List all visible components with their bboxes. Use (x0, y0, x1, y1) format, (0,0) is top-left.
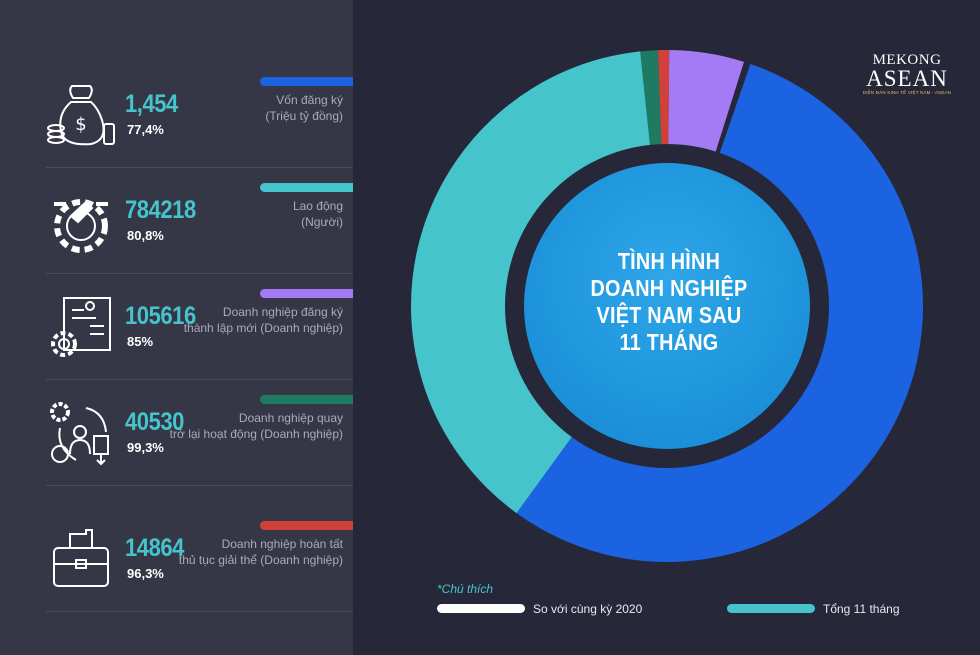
legend-title: *Chú thích (437, 582, 494, 596)
row-divider (46, 485, 353, 486)
logo-tagline: DIỄN ĐÀN KINH TẾ VIỆT NAM - ASEAN (862, 90, 952, 95)
stat-percent: 96,3% (127, 566, 164, 581)
gear-chart-icon (51, 297, 111, 357)
stat-row-new-enterprises: 105616 85% Doanh nghiệp đăng ký thành lậ… (0, 274, 353, 380)
stat-value: 784218 (125, 196, 196, 224)
chart-title-line: 11 THÁNG (619, 329, 719, 355)
stat-label-line: trở lại hoạt động (Doanh nghiệp) (169, 427, 343, 441)
svg-text:$: $ (75, 114, 86, 135)
stat-value: 14864 (125, 534, 184, 562)
stat-label-line: thủ tục giải thể (Doanh nghiệp) (178, 553, 343, 567)
stat-color-bar (260, 289, 353, 298)
stat-label: Doanh nghiệp hoàn tất thủ tục giải thể (… (153, 536, 343, 568)
stat-percent: 77,4% (127, 122, 164, 137)
stat-value: 105616 (125, 302, 196, 330)
chart-title: TÌNH HÌNH DOANH NGHIỆP VIỆT NAM SAU 11 T… (582, 248, 756, 356)
money-bag-icon: $ (47, 85, 115, 146)
stat-percent: 99,3% (127, 440, 164, 455)
legend-swatch (437, 604, 525, 613)
stat-label-line: Lao động (292, 199, 343, 213)
stat-label-line: Doanh nghiệp đăng ký (222, 305, 343, 319)
chart-title-line: DOANH NGHIỆP (590, 275, 748, 301)
stat-row-labor: 784218 80,8% Lao động (Người) (0, 168, 353, 274)
row-divider (46, 379, 353, 380)
row-divider (46, 273, 353, 274)
brand-logo: MEKONG ASEAN DIỄN ĐÀN KINH TẾ VIỆT NAM -… (862, 52, 952, 95)
logo-line-1: MEKONG (872, 52, 942, 68)
stat-label-line: Vốn đăng ký (276, 93, 343, 107)
worker-gear-icon (54, 199, 108, 253)
stat-row-returning-enterprises: 40530 99,3% Doanh nghiệp quay trở lại ho… (0, 380, 353, 486)
pie-chart-svg (411, 50, 923, 562)
stat-label: Doanh nghiệp quay trở lại hoạt động (Doa… (153, 410, 343, 442)
donut-center (524, 163, 810, 449)
legend-label: So với cùng kỳ 2020 (533, 602, 643, 616)
stat-label-line: Doanh nghiệp hoàn tất (221, 537, 343, 551)
stat-row-dissolved-enterprises: 14864 96,3% Doanh nghiệp hoàn tất thủ tụ… (0, 506, 353, 612)
pie-chart: TÌNH HÌNH DOANH NGHIỆP VIỆT NAM SAU 11 T… (353, 0, 980, 580)
briefcase-icon (53, 529, 109, 587)
stat-row-registered-capital: $ 1,454 77,4% Vốn đăng ký (Triệu tỷ đồng… (0, 62, 353, 168)
stat-color-bar (260, 395, 353, 404)
stat-label: Lao động (Người) (153, 198, 343, 230)
row-divider (46, 167, 353, 168)
stat-value: 1,454 (125, 90, 178, 118)
stat-color-bar (260, 183, 353, 192)
stat-color-bar (260, 77, 353, 86)
row-divider (46, 611, 353, 612)
stat-label-line: Doanh nghiệp quay (238, 411, 343, 425)
chart-title-line: VIỆT NAM SAU (596, 302, 742, 328)
stat-label: Doanh nghiệp đăng ký thành lập mới (Doan… (153, 304, 343, 336)
stat-value: 40530 (125, 408, 184, 436)
logo-line-2: ASEAN (866, 66, 948, 91)
stat-label-line: (Người) (301, 215, 343, 229)
legend-swatch (727, 604, 815, 613)
stat-label-line: (Triệu tỷ đồng) (265, 109, 343, 123)
person-cycle-icon (50, 402, 109, 466)
stat-percent: 85% (127, 334, 154, 349)
legend-label: Tổng 11 tháng (823, 602, 900, 616)
stat-label: Vốn đăng ký (Triệu tỷ đồng) (153, 92, 343, 124)
stats-panel: $ 1,454 77,4% Vốn đăng ký (Triệu tỷ đồng… (0, 0, 353, 655)
stat-percent: 80,8% (127, 228, 164, 243)
chart-title-line: TÌNH HÌNH (617, 248, 721, 274)
stat-color-bar (260, 521, 353, 530)
stat-label-line: thành lập mới (Doanh nghiệp) (183, 321, 343, 335)
